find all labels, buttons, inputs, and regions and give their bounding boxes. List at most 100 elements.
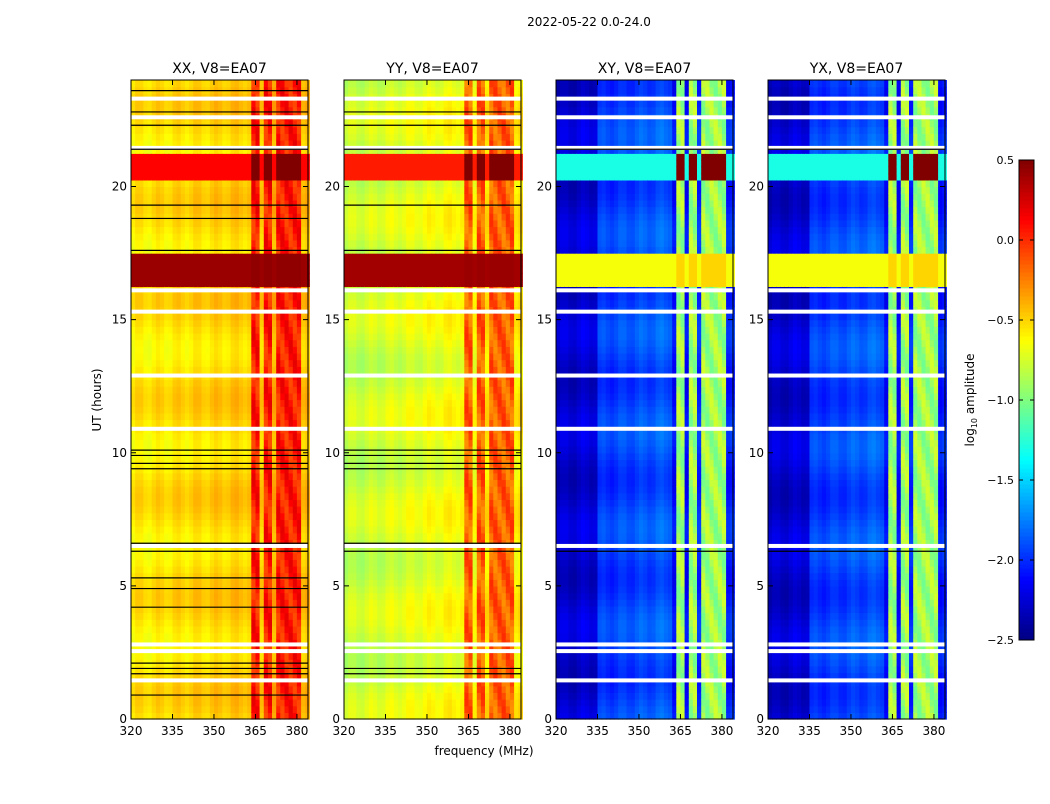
heatmap-cell: [218, 553, 223, 560]
heatmap-cell: [160, 599, 165, 606]
heatmap-cell: [373, 393, 378, 400]
heatmap-cell: [268, 300, 273, 307]
heatmap-cell: [293, 187, 298, 194]
heatmap-cell: [164, 692, 169, 699]
heatmap-cell: [177, 253, 182, 260]
heatmap-cell: [193, 499, 198, 506]
heatmap-cell: [276, 526, 281, 533]
heatmap-cell: [289, 573, 294, 580]
heatmap-cell: [164, 406, 169, 413]
heatmap-cell: [256, 360, 261, 367]
heatmap-cell: [272, 260, 277, 267]
heatmap-cell: [218, 173, 223, 180]
heatmap-cell: [164, 513, 169, 520]
heatmap-cell: [297, 107, 302, 114]
heatmap-cell: [285, 626, 290, 633]
heatmap-cell: [280, 413, 285, 420]
heatmap-cell: [280, 386, 285, 393]
heatmap-cell: [193, 180, 198, 187]
heatmap-cell: [156, 599, 161, 606]
heatmap-cell: [185, 366, 190, 373]
heatmap-cell: [226, 353, 231, 360]
heatmap-cell: [181, 200, 186, 207]
heatmap-cell: [231, 519, 236, 526]
heatmap-cell: [189, 220, 194, 227]
heatmap-cell: [164, 360, 169, 367]
heatmap-cell: [181, 213, 186, 220]
heatmap-cell: [139, 153, 144, 160]
heatmap-cell: [348, 87, 353, 94]
heatmap-cell: [352, 346, 357, 353]
heatmap-cell: [256, 619, 261, 626]
heatmap-cell: [297, 586, 302, 593]
heatmap-cell: [206, 453, 211, 460]
heatmap-cell: [356, 686, 361, 693]
heatmap-cell: [222, 333, 227, 340]
heatmap-cell: [356, 466, 361, 473]
heatmap-cell: [226, 526, 231, 533]
heatmap-cell: [143, 666, 148, 673]
heatmap-cell: [272, 160, 277, 167]
heatmap-cell: [373, 380, 378, 387]
heatmap-cell: [168, 633, 173, 640]
heatmap-cell: [352, 559, 357, 566]
heatmap-cell: [256, 346, 261, 353]
heatmap-cell: [156, 633, 161, 640]
heatmap-cell: [369, 406, 374, 413]
heatmap-cell: [264, 420, 269, 427]
heatmap-cell: [168, 160, 173, 167]
heatmap-cell: [373, 213, 378, 220]
heatmap-cell: [143, 333, 148, 340]
heatmap-cell: [344, 353, 349, 360]
heatmap-cell: [173, 353, 178, 360]
heatmap-cell: [293, 506, 298, 513]
heatmap-cell: [181, 167, 186, 174]
heatmap-cell: [139, 326, 144, 333]
heatmap-cell: [369, 380, 374, 387]
heatmap-cell: [193, 233, 198, 240]
heatmap-cell: [361, 346, 366, 353]
heatmap-cell: [218, 513, 223, 520]
heatmap-cell: [160, 300, 165, 307]
heatmap-cell: [210, 187, 215, 194]
heatmap-cell: [365, 626, 370, 633]
heatmap-cell: [373, 233, 378, 240]
heatmap-cell: [181, 220, 186, 227]
heatmap-cell: [356, 566, 361, 573]
heatmap-cell: [231, 533, 236, 540]
heatmap-cell: [173, 80, 178, 87]
heatmap-cell: [135, 413, 140, 420]
heatmap-cell: [152, 433, 157, 440]
heatmap-cell: [268, 393, 273, 400]
heatmap-cell: [356, 420, 361, 427]
heatmap-cell: [361, 360, 366, 367]
heatmap-cell: [289, 293, 294, 300]
heatmap-cell: [148, 619, 153, 626]
heatmap-cell: [231, 120, 236, 127]
heatmap-cell: [235, 566, 240, 573]
heatmap-cell: [214, 333, 219, 340]
heatmap-cell: [214, 346, 219, 353]
heatmap-cell: [185, 207, 190, 214]
heatmap-cell: [235, 706, 240, 713]
heatmap-cell: [164, 439, 169, 446]
heatmap-cell: [206, 220, 211, 227]
heatmap-cell: [210, 220, 215, 227]
heatmap-cell: [231, 666, 236, 673]
heatmap-cell: [210, 439, 215, 446]
heatmap-cell: [268, 499, 273, 506]
heatmap-cell: [206, 686, 211, 693]
heatmap-cell: [173, 100, 178, 107]
heatmap-cell: [164, 260, 169, 267]
heatmap-cell: [297, 273, 302, 280]
heatmap-cell: [235, 273, 240, 280]
heatmap-cell: [181, 626, 186, 633]
heatmap-cell: [185, 160, 190, 167]
heatmap-cell: [143, 386, 148, 393]
heatmap-cell: [348, 220, 353, 227]
heatmap-cell: [369, 559, 374, 566]
heatmap-cell: [218, 160, 223, 167]
heatmap-cell: [160, 366, 165, 373]
heatmap-cell: [231, 366, 236, 373]
